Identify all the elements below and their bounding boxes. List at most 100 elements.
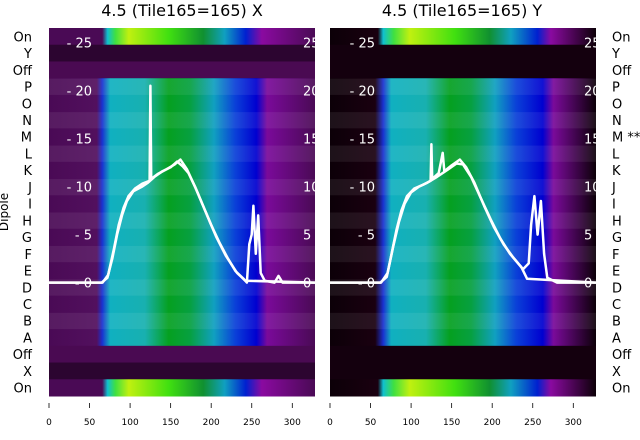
row-label-right: P: [612, 81, 620, 96]
row-label-right: On: [612, 30, 630, 45]
heatmap-row-y: [49, 44, 315, 62]
series-line-2: [49, 84, 316, 284]
row-label-right: K: [612, 164, 621, 179]
x-tick-label: 300: [565, 418, 582, 428]
heatmap-row-n: [49, 111, 315, 129]
heatmap-row-on: [330, 28, 596, 46]
heatmap-row-k: [330, 161, 596, 180]
heatmap-row-y: [330, 44, 596, 62]
row-label-left: I: [28, 198, 32, 213]
inner-y-tick-label: - 10: [67, 181, 92, 196]
row-label-right: On: [612, 382, 630, 397]
heatmap-row-x: [49, 362, 315, 380]
heatmap-row-on: [330, 379, 596, 397]
heatmap-row-on: [49, 28, 315, 46]
heatmap-panel-0: [49, 28, 315, 397]
row-label-left: O: [22, 97, 32, 112]
heatmap-row-c: [330, 295, 596, 313]
row-label-left: A: [23, 331, 32, 346]
inner-y-tick-label: - 15: [350, 132, 375, 147]
heatmap-row-d: [330, 278, 596, 297]
row-label-right: I: [612, 198, 616, 213]
row-label-left: G: [22, 231, 32, 246]
inner-y-tick-label-right: 10: [584, 181, 601, 196]
inner-y-tick-label: - 5: [358, 229, 375, 244]
row-label-right: E: [612, 265, 620, 280]
inner-y-tick-label: - 15: [67, 132, 92, 147]
inner-y-tick-label-right: 0: [584, 277, 592, 292]
inner-y-tick-label: - 5: [75, 229, 92, 244]
heatmap-row-o: [49, 94, 315, 113]
heatmap-row-b: [49, 312, 315, 330]
row-label-right: J: [611, 181, 616, 196]
row-label-left: H: [22, 214, 32, 229]
heatmap-row-n: [330, 111, 596, 129]
heatmap-row-m: [49, 128, 315, 146]
heatmap-row-a: [49, 329, 315, 347]
row-label-right: B: [612, 315, 621, 330]
row-label-right: C: [612, 298, 621, 313]
inner-y-tick-label-right: 5: [584, 229, 592, 244]
x-tick-label: 0: [327, 418, 333, 428]
x-tick-label: 250: [243, 418, 260, 428]
heatmap-row-off: [49, 61, 315, 79]
row-label-left: Off: [13, 348, 33, 363]
heatmap-row-h: [49, 212, 315, 230]
heatmap-row-p: [49, 78, 315, 96]
heatmap-row-x: [330, 362, 596, 380]
row-label-right: Off: [612, 348, 632, 363]
row-label-left: F: [25, 248, 32, 263]
row-label-left: E: [24, 265, 32, 280]
x-tick-label: 100: [403, 418, 420, 428]
inner-y-tick-label-right: 10: [303, 181, 320, 196]
row-label-right: N: [612, 114, 622, 129]
row-label-left: C: [23, 298, 32, 313]
inner-y-tick-label-right: 0: [303, 277, 311, 292]
x-tick-label: 150: [443, 418, 460, 428]
row-label-left: D: [22, 281, 32, 296]
inner-y-tick-label: - 25: [350, 36, 375, 51]
heatmap-row-a: [330, 329, 596, 347]
row-label-left: P: [24, 81, 32, 96]
row-label-right: F: [612, 248, 619, 263]
row-label-right: D: [612, 281, 622, 296]
inner-y-tick-label: - 25: [67, 36, 92, 51]
inner-y-tick-label: - 20: [67, 84, 92, 99]
heatmap-row-i: [330, 195, 596, 213]
heatmap-row-l: [49, 145, 315, 163]
heatmap-row-i: [49, 195, 315, 213]
row-label-left: N: [22, 114, 32, 129]
x-tick-label: 50: [365, 418, 377, 428]
inner-y-tick-label: - 0: [358, 277, 375, 292]
row-label-left: On: [14, 30, 32, 45]
heatmap-row-o: [330, 94, 596, 113]
heatmap-row-j: [330, 178, 596, 196]
row-label-left: Off: [13, 64, 33, 79]
y-axis-label: Dipole: [0, 193, 11, 231]
heatmap-row-j: [49, 178, 315, 196]
inner-y-tick-label-right: 25: [303, 36, 320, 51]
heatmap-row-d: [49, 278, 315, 297]
row-label-right: M **: [612, 131, 640, 146]
inner-y-tick-label-right: 15: [584, 132, 601, 147]
panel-title-y: 4.5 (Tile165=165) Y: [382, 1, 543, 20]
row-label-right: Off: [612, 64, 632, 79]
row-label-left: Y: [23, 47, 32, 62]
heatmap-row-f: [330, 245, 596, 263]
heatmap-row-c: [49, 295, 315, 313]
inner-y-tick-label-right: 15: [303, 132, 320, 147]
heatmap-row-b: [330, 312, 596, 330]
row-label-right: X: [612, 365, 621, 380]
heatmap-row-p: [330, 78, 596, 96]
row-label-right: G: [612, 231, 622, 246]
heatmap-row-l: [330, 145, 596, 163]
x-tick-label: 0: [46, 418, 52, 428]
inner-y-tick-label-right: 20: [303, 84, 320, 99]
inner-y-tick-label-right: 5: [303, 229, 311, 244]
heatmap-row-off: [49, 345, 315, 364]
heatmap-row-k: [49, 161, 315, 180]
row-label-right: O: [612, 97, 622, 112]
heatmap-row-e: [330, 262, 596, 280]
row-label-left: On: [14, 382, 32, 397]
